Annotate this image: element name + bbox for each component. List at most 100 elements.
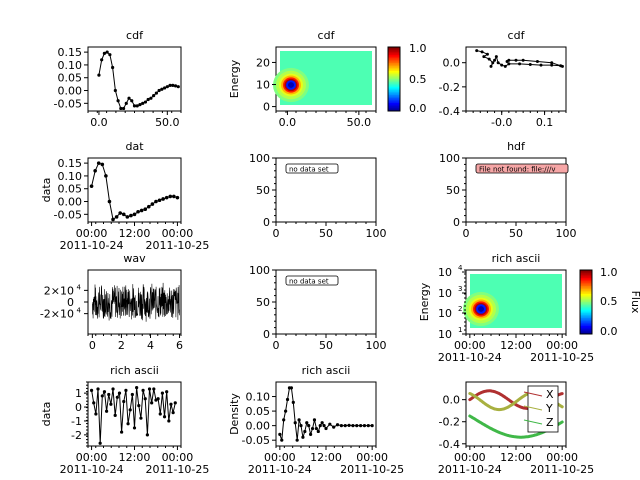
p12-ytick-label: 0.0 [443,394,461,407]
p10-xtick-label: 12:00 [119,451,151,464]
p10-data-point [115,395,119,399]
p10-data-point [109,402,113,406]
p1-data-point [146,97,150,102]
p11-xdate-label: 2011-10-24 [248,463,312,476]
p7-xtick-label: 4 [147,339,154,352]
p2-colorbar-cell [388,104,400,107]
p1-data-point [157,88,161,93]
p10-data-point [100,394,104,398]
p1-data-point [97,73,101,77]
p11-data-point [335,423,340,427]
p11-data-point [332,425,336,429]
p1-data-point [100,58,104,62]
p4-data-point [139,208,144,213]
p9-colorbar-cell [580,330,592,333]
p2-xtick-label: 0.0 [279,116,297,129]
p7-ytick-exp: 4 [77,283,82,291]
p11-data-point [339,424,343,428]
p2-colorbar-cell [388,74,400,77]
p11-data-point [295,438,299,442]
p11-xdate-label: 2011-10-25 [340,463,404,476]
p9-colorbar-cell [580,274,592,277]
p1-ytick-label: 0.00 [58,85,83,98]
p6-badge [475,163,569,174]
p3-data-point [535,59,539,63]
p10-data-point [122,399,126,404]
p10-ytick-label: 0 [75,401,82,414]
p11-data-point [362,424,367,428]
p1-data-point [108,53,112,57]
p2-colorbar-cell [388,109,400,112]
p8-badge-text: no data set [289,278,329,286]
p4-data-point [172,194,176,199]
p10-data-point [120,430,124,434]
p11-data-point [291,400,295,404]
p11-data-point [343,424,347,428]
p3-data-point [514,58,518,62]
p10-data-point [139,416,143,420]
p1-data-point [154,91,158,95]
p10-data-point [145,433,149,437]
p7-ytick-label: -2×10 [40,308,74,321]
p2-colorbar-cell [388,98,400,101]
p7-waveform [92,282,180,322]
p2-colorbar-tick: 0.5 [409,73,427,86]
p3-data-point [539,63,543,67]
p9-colorbar-cell [580,287,592,290]
p3-data-point [485,52,489,56]
p2-colorbar-cell [388,56,400,59]
p6-ytick-label: 50 [446,184,460,197]
p5-ytick-label: 0 [263,216,270,229]
p2-colorbar-cell [388,77,400,80]
p9-colorbar-cell [580,329,592,332]
p5-xtick-label: 50 [319,227,333,240]
p3-xtick-label: -0.0 [491,116,512,129]
p4-data-point [111,217,115,222]
p2-ytick-label: 10 [256,79,270,92]
p12-ytick-label: -0.2 [439,416,460,429]
p11-data-point [355,424,359,428]
p1-data-point [116,99,120,103]
p3-data-point [482,55,486,59]
p12-xtick-label: 00:00 [454,451,486,464]
p11-data-point [370,424,374,428]
p9-colorbar-cell [580,305,592,308]
p7-xtick-label: 0 [89,339,96,352]
p9-colorbar-cell [580,298,592,301]
p10-data-point [94,412,98,416]
p3-data-point [489,64,493,68]
p10-data-point [124,388,128,392]
p7-title: wav [123,252,146,265]
p9-ytick-label: 10 [438,307,452,320]
p9-colorbar-cell [580,281,592,284]
p10-ylabel: data [40,402,53,427]
p10-ytick-label: -1 [71,415,82,428]
p11-data-point [285,397,290,402]
p10-ytick-label: 1 [75,387,82,400]
p1-data-point [152,94,156,98]
p7-ytick-label: 0 [67,296,74,309]
p11-data-point [359,424,363,428]
p3-data-point [493,58,497,62]
p9-xtick-label: 00:00 [454,339,486,352]
p2-colorbar-cell [388,87,400,90]
p3-xtick-label: 0.1 [536,116,554,129]
p8-xtick-label: 100 [366,339,387,352]
p9-colorbar-cell [580,286,592,289]
p8-badge [285,275,339,286]
p11-series-line [279,387,373,441]
p10-data-point [160,391,164,395]
p9-colorbar-tick: 0.0 [600,325,618,338]
p9-colorbar-tick: 1.0 [600,266,618,279]
p3-data-point [500,63,504,67]
p4-data-point [150,202,155,206]
p10-data-point [128,408,132,412]
p1-data-point [130,99,134,103]
p2-colorbar-cell [388,82,400,85]
p9-colorbar-cell [580,310,592,313]
p9-colorbar-cell [580,292,592,295]
p3-data-point [480,50,484,54]
p9-colorbar-cell [580,284,592,287]
p7-xtick-label: 2 [118,339,125,352]
p4-data-point [114,215,119,219]
